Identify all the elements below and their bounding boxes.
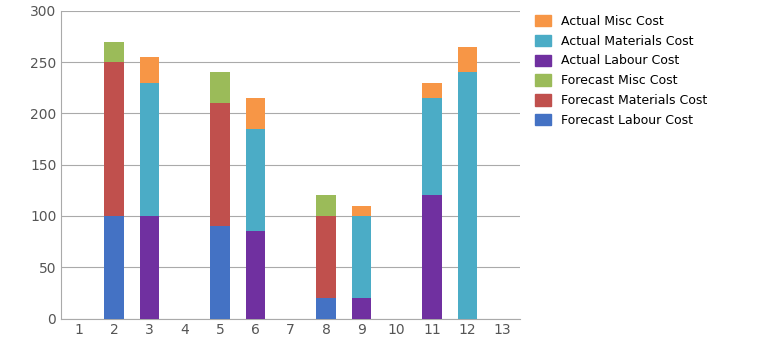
Bar — [422, 98, 441, 195]
Bar — [105, 216, 124, 319]
Bar — [352, 298, 371, 319]
Legend: Actual Misc Cost, Actual Materials Cost, Actual Labour Cost, Forecast Misc Cost,: Actual Misc Cost, Actual Materials Cost,… — [531, 11, 711, 131]
Bar — [352, 206, 371, 216]
Bar — [246, 98, 265, 129]
Bar — [422, 195, 441, 319]
Bar — [352, 216, 371, 298]
Bar — [316, 216, 336, 298]
Bar — [316, 195, 336, 216]
Bar — [422, 83, 441, 98]
Bar — [457, 47, 477, 72]
Bar — [246, 231, 265, 319]
Bar — [140, 57, 159, 83]
Bar — [140, 83, 159, 216]
Bar — [316, 298, 336, 319]
Bar — [246, 129, 265, 231]
Bar — [105, 42, 124, 62]
Bar — [105, 62, 124, 216]
Bar — [457, 72, 477, 319]
Bar — [210, 103, 230, 226]
Bar — [210, 226, 230, 319]
Bar — [210, 72, 230, 103]
Bar — [140, 216, 159, 319]
